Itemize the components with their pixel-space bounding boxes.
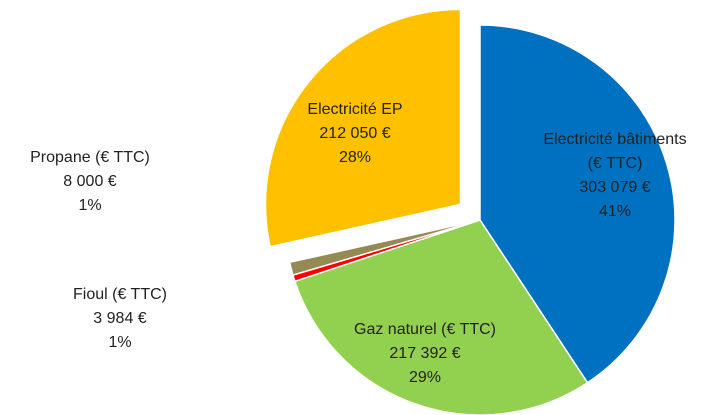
label-line: Fioul (€ TTC)	[73, 286, 167, 303]
label-line: 29%	[408, 369, 442, 386]
label-line: 1%	[78, 197, 102, 214]
label-line: 3 984 €	[93, 310, 147, 327]
label-line: Electricité EP	[307, 101, 403, 118]
label-line: 217 392 €	[389, 345, 461, 362]
slice-label: Electricité bâtiments (€ TTC) 303 079 € 41…	[540, 128, 690, 224]
label-line: 1%	[108, 334, 132, 351]
label-line: Propane (€ TTC)	[30, 149, 150, 166]
pie-slice	[264, 8, 462, 248]
slice-label: Gaz naturel (€ TTC) 217 392 € 29%	[320, 318, 530, 390]
label-line: 8 000 €	[63, 173, 117, 190]
slice-label: Fioul (€ TTC) 3 984 € 1%	[50, 283, 190, 355]
label-line: 212 050 €	[319, 125, 391, 142]
slice-label: Propane (€ TTC) 8 000 € 1%	[0, 146, 180, 218]
pie-slice	[288, 219, 481, 276]
label-line: 41%	[598, 203, 632, 220]
pie-slice	[293, 219, 589, 415]
label-line: 303 079 €	[579, 179, 651, 196]
label-line: Electricité bâtiments (€ TTC)	[543, 131, 687, 172]
slice-label: Electricité EP 212 050 € 28%	[270, 98, 440, 170]
label-line: Gaz naturel (€ TTC)	[354, 321, 496, 338]
label-line: 28%	[338, 149, 372, 166]
